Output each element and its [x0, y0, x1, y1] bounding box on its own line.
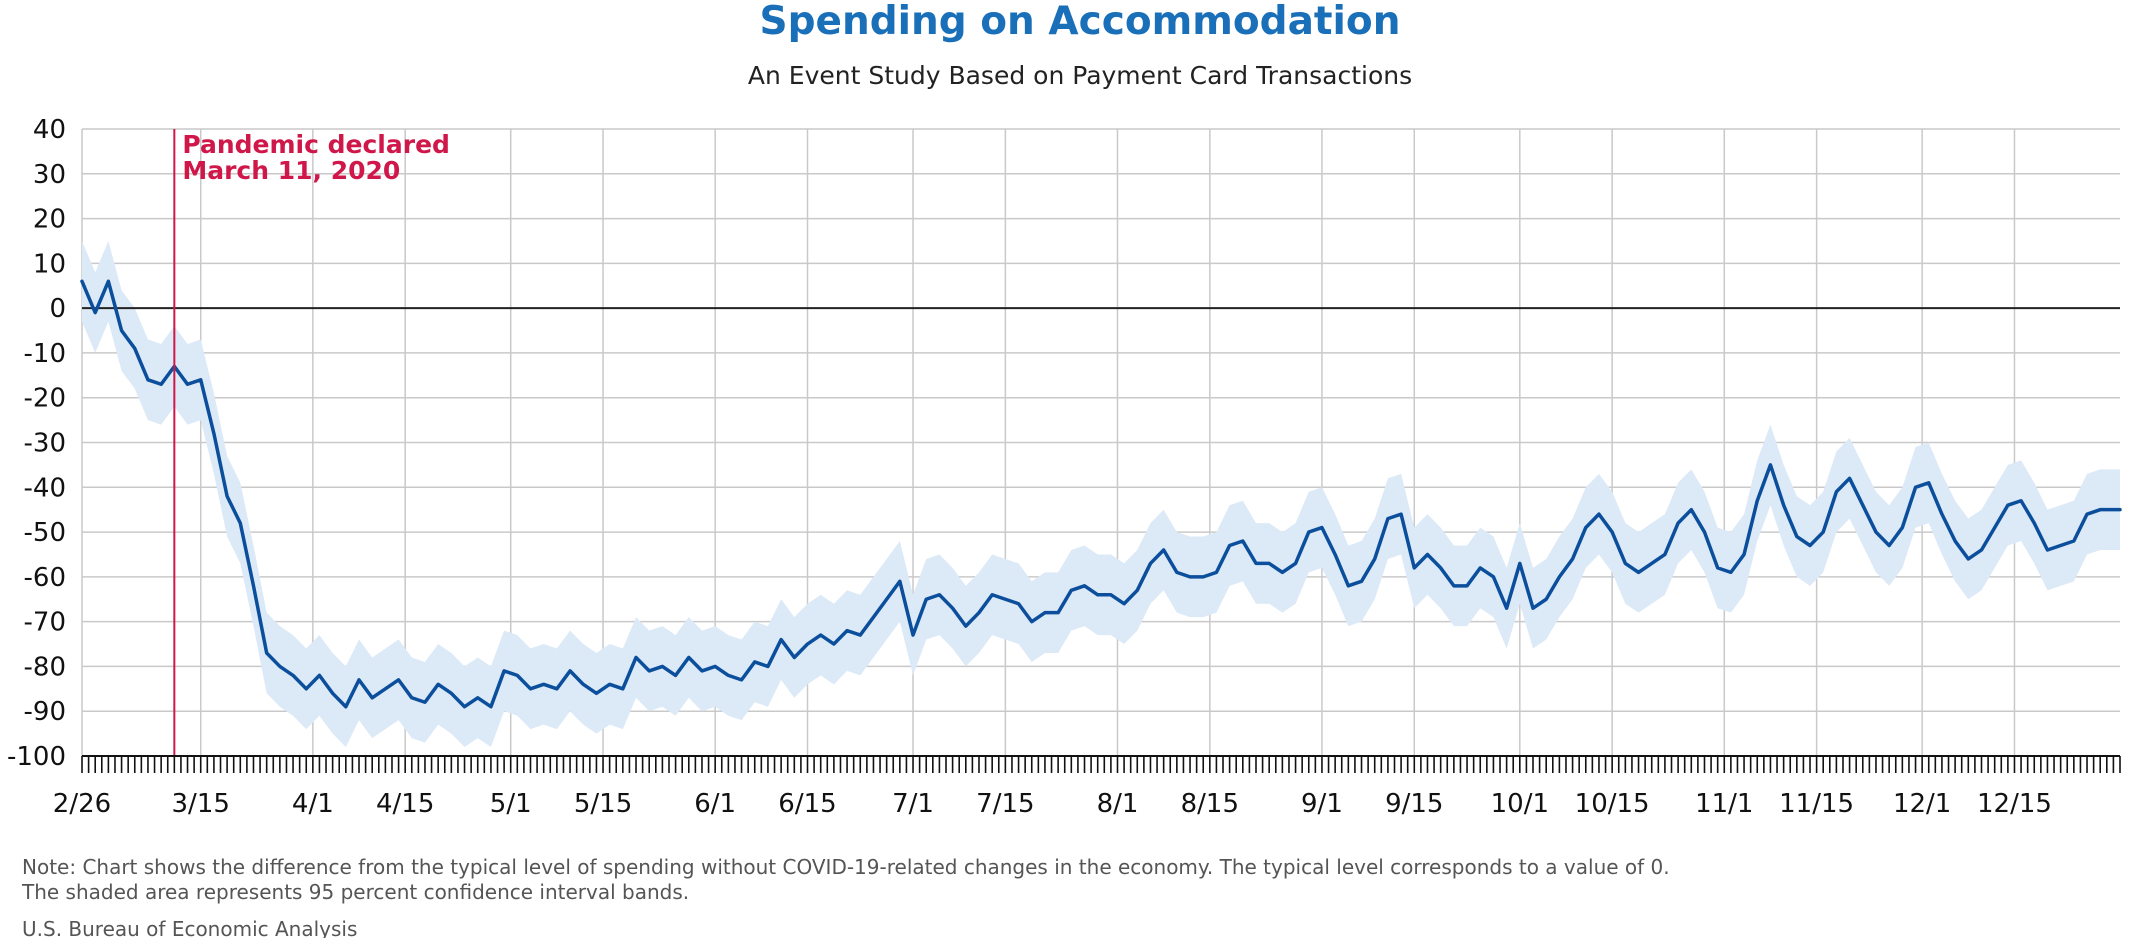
x-tick-label: 9/1 — [1301, 789, 1343, 819]
note-line-1: Note: Chart shows the difference from th… — [22, 855, 1670, 879]
y-tick-label: -40 — [24, 473, 66, 503]
y-axis: 40 30 20 10 0 -10 -20 -30 -40 -50 -60 -70 -80 -90 -100 — [7, 115, 66, 772]
y-tick-label: 30 — [33, 160, 66, 190]
series-line-layer — [80, 279, 2122, 709]
x-tick-label: 8/15 — [1181, 789, 1239, 819]
y-tick-label: -60 — [24, 563, 66, 593]
chart-title: Spending on Accommodation — [760, 0, 1401, 44]
source-text: U.S. Bureau of Economic Analysis — [22, 917, 357, 938]
y-tick-label: -100 — [7, 742, 66, 772]
annotation-layer: Pandemic declared March 11, 2020 — [173, 129, 450, 756]
x-tick-label: 8/1 — [1097, 789, 1139, 819]
y-tick-label: 10 — [33, 249, 66, 279]
series-line — [80, 279, 2122, 709]
y-tick-label: 40 — [33, 115, 66, 145]
x-tick-label: 6/1 — [694, 789, 736, 819]
y-tick-label: -30 — [24, 429, 66, 459]
x-tick-label: 5/1 — [490, 789, 532, 819]
x-tick-labels: 2/26 3/15 4/1 4/15 5/1 5/15 6/1 6/15 7/1 7/15 8/1 8… — [53, 789, 2052, 819]
x-tick-label: 12/15 — [1977, 789, 2052, 819]
x-tick-label: 6/15 — [778, 789, 836, 819]
y-tick-label: -70 — [24, 608, 66, 638]
note-line-2: The shaded area represents 95 percent co… — [21, 880, 689, 904]
annotation-line-1: Pandemic declared — [182, 130, 450, 159]
y-tick-label: -90 — [24, 697, 66, 727]
y-tick-label: 0 — [49, 294, 66, 324]
y-tick-label: -20 — [24, 384, 66, 414]
chart-subtitle: An Event Study Based on Payment Card Tra… — [748, 61, 1412, 90]
x-tick-label: 7/15 — [976, 789, 1034, 819]
y-tick-label: 20 — [33, 205, 66, 235]
x-tick-label: 3/15 — [172, 789, 230, 819]
x-tick-label: 4/1 — [292, 789, 334, 819]
x-tick-label: 2/26 — [53, 789, 111, 819]
y-tick-label: -80 — [24, 652, 66, 682]
x-axis — [81, 755, 2121, 773]
x-tick-label: 7/1 — [892, 789, 934, 819]
confidence-band-layer — [82, 240, 2120, 748]
y-tick-label: -10 — [24, 339, 66, 369]
x-tick-label: 11/15 — [1779, 789, 1854, 819]
y-tick-label: -50 — [24, 518, 66, 548]
confidence-band — [82, 240, 2120, 748]
x-tick-label: 9/15 — [1385, 789, 1443, 819]
x-tick-label: 4/15 — [376, 789, 434, 819]
x-tick-label: 10/1 — [1491, 789, 1549, 819]
annotation-line-2: March 11, 2020 — [182, 156, 400, 185]
x-tick-label: 5/15 — [574, 789, 632, 819]
x-tick-label: 10/15 — [1575, 789, 1650, 819]
x-tick-label: 11/1 — [1695, 789, 1753, 819]
x-tick-label: 12/1 — [1893, 789, 1951, 819]
